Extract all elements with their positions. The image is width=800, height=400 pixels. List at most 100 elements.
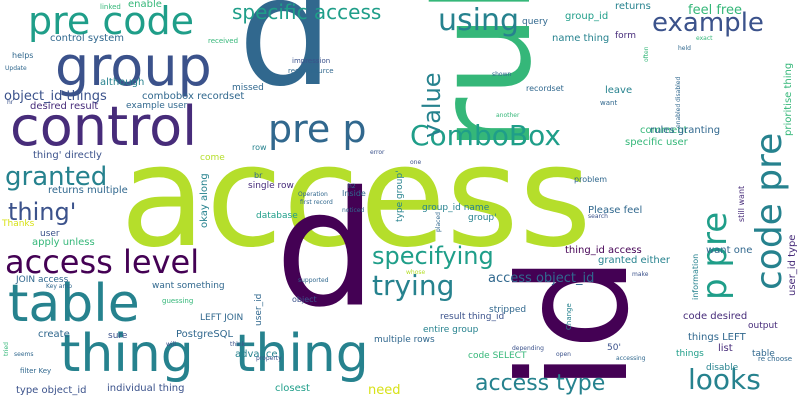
- word-stripped: stripped: [489, 305, 527, 315]
- word-table-small: table: [752, 349, 775, 359]
- word-looks: looks: [688, 363, 761, 396]
- word-rules-granting: rules granting: [650, 125, 721, 136]
- word-object-id-things: object_id things: [4, 89, 107, 104]
- word-depending: depending: [512, 345, 544, 352]
- word-things-left: things LEFT: [688, 332, 746, 343]
- word-things: things: [676, 349, 704, 359]
- word-thing-1: thing: [60, 324, 194, 384]
- word-thanks: Thanks: [2, 219, 35, 229]
- word-change: Change: [565, 303, 573, 330]
- word-join-access: JOIN access: [16, 275, 69, 285]
- word-thing-quote: thing': [8, 198, 77, 226]
- word-comment: comment: [640, 125, 688, 136]
- word-error: error: [370, 149, 385, 156]
- word-information: information: [691, 253, 700, 300]
- word-seems: seems: [14, 351, 34, 358]
- word-returns-multiple: returns multiple: [48, 185, 128, 196]
- word-access: access: [120, 116, 592, 279]
- word-advance: advance: [235, 349, 278, 360]
- word-operation: Operation: [298, 191, 328, 198]
- word-access-object-id: access object_id: [488, 271, 595, 286]
- word-trying: trying: [372, 269, 455, 302]
- word-thing-2: thing: [235, 324, 369, 384]
- word-name-thing: name thing: [552, 33, 610, 44]
- word-recordsource: recordsource: [288, 67, 334, 75]
- word-example-user: example user: [126, 101, 188, 111]
- word-sure: sure: [108, 331, 128, 341]
- word-inside: Inside: [342, 189, 366, 198]
- word-shown: shown: [492, 71, 512, 78]
- word-prioritise-thing: prioritise thing: [783, 62, 794, 136]
- word-placed: placed: [435, 212, 442, 232]
- word-group: group: [55, 35, 212, 98]
- word-control: control: [10, 95, 198, 158]
- word-user: user: [40, 229, 60, 239]
- word-make: make: [632, 271, 649, 278]
- word-result-thing-id: result thing_id: [440, 312, 505, 322]
- word-granted: granted: [5, 162, 108, 192]
- word-closest: closest: [275, 383, 310, 394]
- word-want-something: want something: [152, 281, 225, 291]
- word-filter-key: filter Key: [20, 367, 52, 375]
- word-left-join: LEFT JOIN: [200, 313, 244, 323]
- word-table: table: [8, 274, 140, 334]
- word-will: will: [166, 341, 176, 348]
- word-leave: leave: [605, 85, 633, 96]
- word-50-quote: 50': [607, 343, 621, 353]
- word-type-group-quote: type group': [395, 170, 405, 222]
- word-one: one: [410, 159, 422, 166]
- word-combobox-recordset: combobox recordset: [142, 91, 245, 102]
- word-access-level: access level: [5, 243, 200, 281]
- word-hr: hr: [7, 99, 14, 106]
- word-whose: whose: [406, 269, 426, 276]
- word-br: br: [254, 171, 263, 180]
- word-value: value: [418, 72, 446, 138]
- word-tried: tried: [3, 342, 10, 356]
- word-group-id-top: group_id: [565, 11, 609, 22]
- word-returns: returns: [615, 1, 651, 12]
- word-multiple-rows: multiple rows: [374, 335, 435, 345]
- word-code-select: code SELECT: [468, 351, 527, 361]
- word-come: come: [200, 153, 225, 163]
- word-problem: problem: [574, 175, 608, 184]
- word-granted-either: granted either: [598, 255, 670, 266]
- word-enable: enable: [128, 0, 162, 10]
- word-using: using: [438, 3, 520, 38]
- word-specifying: specifying: [372, 242, 494, 270]
- word-received: received: [208, 37, 239, 45]
- word-helps: helps: [12, 51, 34, 60]
- word-re-choose: re choose: [758, 355, 793, 363]
- word-recordset: recordset: [526, 84, 564, 93]
- word-thing-id-access: thing_id access: [565, 245, 642, 256]
- word-h2: h2: [348, 183, 356, 190]
- word-key-amp: Key amp: [46, 283, 73, 290]
- word-pre-code: pre code: [28, 0, 195, 43]
- word-think: think: [230, 341, 246, 348]
- word-another: another: [496, 112, 520, 119]
- word-single-row: single row: [248, 181, 294, 191]
- word-please-feel: Please feel: [588, 205, 643, 216]
- word-desired-result: desired result: [30, 101, 99, 112]
- word-still-want: still want: [737, 185, 746, 222]
- word-okay-along: okay along: [199, 173, 210, 228]
- word-pre-p: pre p: [268, 107, 367, 151]
- word-control-system: control system: [50, 33, 124, 44]
- word-property: property: [256, 355, 282, 362]
- word-user-id: user_id: [254, 293, 264, 326]
- word-noticed: noticed: [342, 207, 365, 214]
- word-output: output: [748, 321, 778, 331]
- word-thing-quote-directly: thing' directly: [33, 150, 102, 161]
- word-example: example: [652, 8, 764, 38]
- word-accessing: accessing: [616, 355, 646, 362]
- word-specific-access: specific access: [232, 0, 382, 24]
- word-create: create: [38, 329, 70, 340]
- word-user-id-type: user_id type: [787, 234, 798, 296]
- word-row: row: [252, 143, 267, 152]
- word-object: object: [292, 295, 317, 304]
- word-open: open: [556, 351, 571, 358]
- word-need: need: [368, 383, 401, 398]
- word-held: held: [678, 45, 691, 52]
- word-guessing: guessing: [162, 297, 194, 305]
- word-often: often: [643, 46, 650, 62]
- word-form: form: [615, 31, 636, 41]
